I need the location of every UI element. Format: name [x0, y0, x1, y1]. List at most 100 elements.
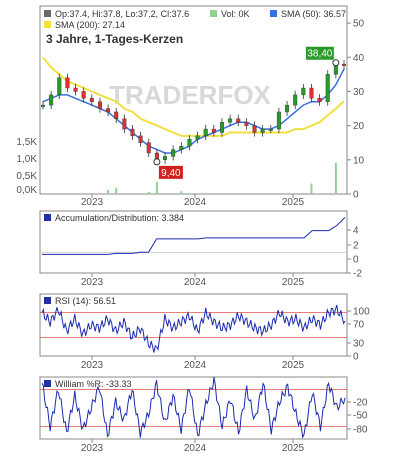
candle-body: [276, 111, 281, 130]
accumulation-panel: Accumulation/Distribution: 3.384 4 2 0 -2 20…: [39, 210, 362, 288]
price-panel: Op:37.4, Hi:37.8, Lo:37.2, Cl:37.6 Vol: …: [16, 5, 365, 208]
accumulation-ytick-label: 2: [353, 241, 359, 252]
volume-tick-label: 0,5K: [16, 171, 37, 182]
accumulation-xtick-label: 2023: [81, 277, 104, 288]
williams-legend-swatch: [44, 380, 51, 387]
price-ytick-label: 10: [353, 155, 365, 166]
accumulation-legend-swatch: [44, 214, 51, 221]
price-xtick-label: 2024: [184, 197, 207, 208]
volume-tick-label: 1,0K: [16, 154, 37, 165]
williams-line: [41, 377, 346, 439]
accumulation-legend: Accumulation/Distribution: 3.384: [55, 213, 184, 223]
candle-body: [138, 135, 143, 143]
high-label: 38,40: [307, 49, 332, 60]
candle-body: [81, 91, 86, 99]
candle-body: [211, 128, 216, 133]
candle-body: [106, 108, 111, 113]
candle-body: [57, 77, 62, 96]
candle-body: [244, 122, 249, 126]
volume-bar: [310, 183, 313, 194]
williams-xtick-label: 2023: [81, 443, 104, 454]
williams-ytick-label: -50: [353, 411, 368, 422]
candle-body: [163, 156, 168, 161]
volume-bar: [107, 189, 110, 194]
rsi-ytick-label: 0: [353, 352, 359, 363]
accumulation-ytick-label: 0: [353, 255, 359, 266]
candle-body: [293, 94, 298, 106]
candle-body: [187, 139, 192, 147]
sma200-legend-swatch: [44, 21, 51, 28]
high-label-box: [305, 46, 334, 60]
low-label: 9,40: [161, 168, 181, 179]
rsi-line: [41, 304, 346, 353]
sma50-legend: SMA (50): 36.57: [281, 9, 346, 19]
williams-panel: William %R: -33.33 -20 -50 -80 2023 2024 2025: [39, 376, 368, 454]
accumulation-ytick-label: 4: [353, 226, 359, 237]
candle-body: [260, 128, 265, 133]
price-ytick-label: 40: [353, 53, 365, 64]
candle-body: [171, 149, 176, 157]
chart-subtitle: 3 Jahre, 1-Tages-Kerzen: [46, 32, 183, 46]
accumulation-xtick-label: 2025: [282, 277, 305, 288]
candle-body: [146, 142, 151, 154]
rsi-legend: RSI (14): 56.51: [55, 296, 116, 306]
sma50-line: [42, 68, 345, 154]
vol-legend-swatch: [210, 10, 217, 17]
low-label-box: [158, 165, 183, 179]
rsi-xtick-label: 2025: [282, 360, 305, 371]
sma50-legend-swatch: [270, 10, 277, 17]
volume-tick-label: 0,0K: [16, 185, 37, 196]
volume-tick-label: 1,5K: [16, 137, 37, 148]
candle-body: [179, 145, 184, 150]
williams-ytick-label: -20: [353, 398, 368, 409]
candle-body: [268, 128, 273, 131]
candle-body: [65, 77, 70, 89]
ohlc-legend-swatch: [44, 10, 51, 17]
candle-body: [89, 98, 94, 102]
candle-body: [309, 87, 314, 99]
rsi-legend-swatch: [44, 297, 51, 304]
sma200-legend: SMA (200): 27.14: [55, 20, 125, 30]
rsi-xtick-label: 2024: [184, 360, 207, 371]
sma200-line: [42, 56, 345, 137]
price-ytick-label: 30: [353, 87, 365, 98]
volume-bar: [147, 191, 150, 194]
rsi-ytick-label: 30: [353, 339, 365, 350]
candle-body: [130, 128, 135, 137]
rsi-ytick-label: 70: [353, 320, 365, 331]
candle-body: [73, 87, 78, 92]
candle-body: [325, 74, 330, 102]
williams-xtick-label: 2024: [184, 443, 207, 454]
low-marker: [153, 158, 161, 166]
williams-ytick-label: -80: [353, 425, 368, 436]
candle-body: [219, 122, 224, 133]
candle-body: [97, 101, 102, 109]
candle-body: [301, 87, 306, 96]
rsi-ytick-label: 100: [353, 307, 370, 318]
candle-body: [285, 104, 290, 113]
accumulation-panel-frame: [39, 210, 348, 274]
candle-body: [114, 111, 119, 120]
accumulation-xtick-label: 2024: [184, 277, 207, 288]
rsi-xtick-label: 2023: [81, 360, 104, 371]
volume-bar: [334, 162, 337, 194]
price-ytick-label: 0: [353, 190, 359, 201]
candle-body: [41, 104, 46, 107]
price-xtick-label: 2025: [282, 197, 305, 208]
rsi-panel: RSI (14): 56.51 100 70 30 0 2023 2024 2025: [39, 293, 370, 371]
candle-body: [317, 98, 322, 102]
watermark: TRADERFOX: [109, 80, 271, 110]
high-marker: [332, 59, 340, 67]
candle-body: [236, 118, 241, 123]
price-ytick-label: 20: [353, 121, 365, 132]
candle-body: [195, 135, 200, 140]
candle-body: [122, 118, 127, 130]
accumulation-ytick-label: -2: [353, 269, 362, 280]
candle-body: [252, 125, 257, 133]
candle-body: [342, 63, 347, 66]
price-xtick-label: 2023: [81, 197, 104, 208]
accumulation-line: [42, 217, 346, 255]
vol-legend: Vol: 0K: [221, 9, 250, 19]
candle-body: [49, 94, 54, 106]
